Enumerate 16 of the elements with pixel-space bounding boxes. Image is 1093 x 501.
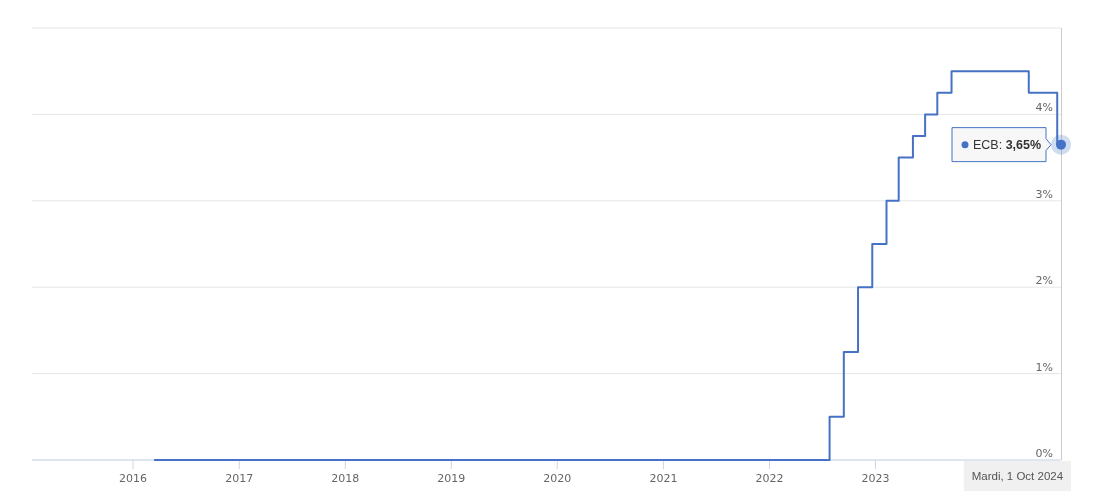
x-tick-label: 2017 — [225, 472, 254, 485]
y-tick-label: 2% — [1035, 274, 1053, 288]
text: Mardi, 1 Oct 2024 — [971, 470, 1064, 482]
x-tick-label: 2022 — [755, 472, 784, 485]
x-tick-label: 2020 — [543, 472, 572, 485]
x-tick-label: 2016 — [119, 472, 148, 485]
y-tick-label: 1% — [1035, 360, 1053, 374]
x-tick-label: 2018 — [331, 472, 360, 485]
x-tick-label: 2019 — [437, 472, 466, 485]
y-tick-label: 3% — [1035, 187, 1053, 201]
data-label: 3,65% — [1005, 138, 1042, 153]
x-tick-label: 2023 — [861, 472, 890, 485]
x-tick-label: 2021 — [649, 472, 678, 485]
y-tick-label: 4% — [1035, 101, 1053, 115]
y-tick-label: 0% — [1035, 447, 1053, 460]
legend-label: ECB: — [973, 138, 1006, 153]
